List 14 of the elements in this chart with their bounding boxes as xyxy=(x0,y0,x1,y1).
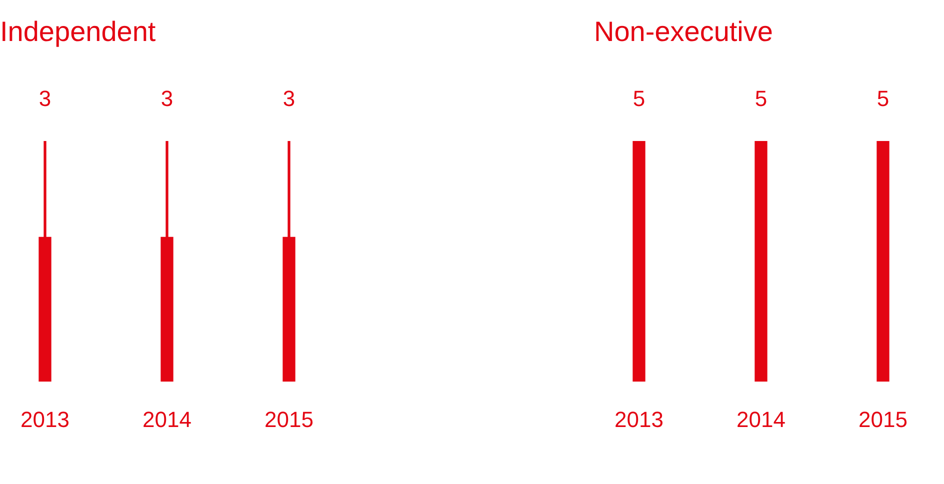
chart-title: Non-executive xyxy=(594,16,773,48)
data-label: 5 xyxy=(632,86,646,112)
x-tick-label: 2013 xyxy=(614,406,664,432)
data-label: 3 xyxy=(282,86,296,112)
data-label: 3 xyxy=(160,86,174,112)
chart-title: Independent xyxy=(0,16,156,48)
data-label: 5 xyxy=(754,86,768,112)
x-tick-label: 2014 xyxy=(142,406,192,432)
data-label: 5 xyxy=(876,86,890,112)
x-tick-label: 2015 xyxy=(858,406,908,432)
x-tick-label: 2015 xyxy=(264,406,314,432)
x-tick-label: 2013 xyxy=(20,406,70,432)
x-tick-label: 2014 xyxy=(736,406,786,432)
data-label: 3 xyxy=(38,86,52,112)
